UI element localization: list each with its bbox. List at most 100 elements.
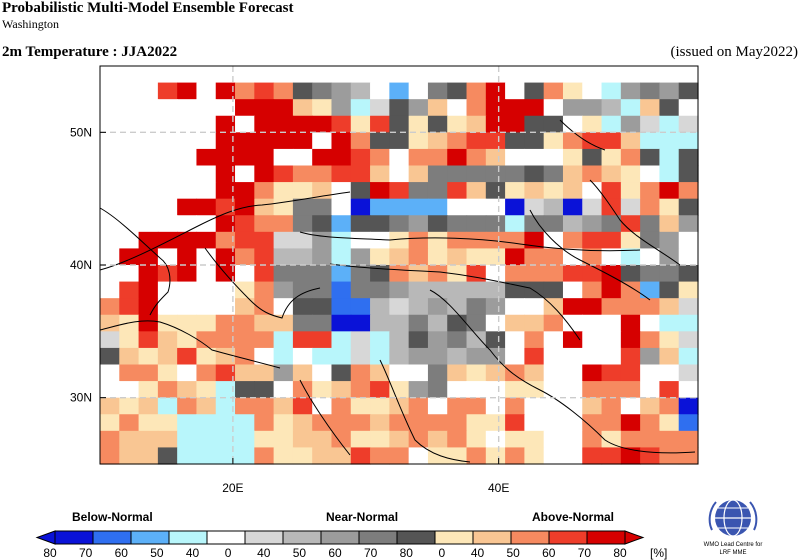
grid-cell (292, 182, 313, 200)
grid-cell (331, 182, 352, 200)
grid-cell (177, 397, 198, 415)
grid-cell (620, 215, 641, 233)
grid-cell (350, 99, 371, 117)
grid-cell (100, 231, 120, 250)
grid-cell (138, 182, 159, 200)
grid-cell (119, 298, 140, 316)
grid-cell (447, 115, 468, 133)
grid-cell (582, 331, 603, 349)
grid-cell (177, 182, 198, 200)
grid-cell (447, 447, 468, 465)
grid-cell (350, 414, 371, 432)
legend-tick-label: 40 (257, 546, 271, 560)
grid-cell (235, 414, 255, 432)
grid-cell (620, 298, 641, 316)
legend-near-normal: Near-Normal (326, 510, 399, 524)
grid-cell (640, 447, 661, 465)
grid-cell (485, 165, 506, 183)
grid-cell (100, 447, 120, 465)
grid-cell (640, 66, 661, 84)
grid-cell (235, 364, 255, 382)
grid-cell (100, 148, 120, 167)
grid-cell (678, 430, 699, 449)
grid-cell (562, 331, 583, 349)
grid-cell (562, 364, 583, 382)
grid-cell (292, 397, 313, 415)
grid-cell (119, 331, 140, 349)
grid-cell (620, 447, 641, 465)
grid-cell (466, 347, 487, 366)
grid-cell (678, 99, 699, 117)
grid-cell (427, 148, 448, 167)
grid-cell (562, 397, 583, 415)
grid-cell (350, 314, 371, 332)
grid-cell (331, 347, 352, 366)
grid-cell (119, 182, 140, 200)
grid-cell (659, 165, 680, 183)
grid-cell (447, 231, 468, 250)
grid-cell (505, 132, 525, 150)
grid-cell (427, 381, 448, 399)
grid-cell (505, 248, 525, 266)
grid-cell (678, 447, 699, 465)
grid-cell (447, 148, 468, 167)
grid-cell (119, 347, 140, 366)
grid-cell (370, 99, 390, 117)
grid-cell (235, 231, 255, 250)
grid-cell (177, 82, 198, 100)
grid-cell (466, 165, 487, 183)
grid-cell (196, 447, 217, 465)
grid-cell (466, 198, 487, 216)
grid-cell (254, 447, 275, 465)
grid-cell (562, 82, 583, 100)
legend-swatch (168, 530, 208, 545)
grid-cell (620, 430, 641, 449)
grid-cell (273, 298, 294, 316)
grid-cell (273, 381, 294, 399)
grid-cell (215, 132, 236, 150)
grid-cell (292, 314, 313, 332)
grid-cell (215, 66, 236, 84)
grid-cell (119, 281, 140, 299)
map-subtitle: Washington (2, 17, 60, 31)
grid-cell (350, 165, 371, 183)
grid-cell (254, 414, 275, 432)
legend-swatch (548, 530, 588, 545)
grid-cell (138, 347, 159, 366)
grid-cell (312, 364, 333, 382)
grid-cell (408, 331, 429, 349)
logo-line-1: WMO Lead Centre for (704, 542, 763, 548)
grid-cell (562, 99, 583, 117)
grid-cell (659, 430, 680, 449)
legend-tick-label: 80 (43, 546, 57, 560)
grid-cell (659, 397, 680, 415)
grid-cell (389, 99, 410, 117)
grid-cell (505, 381, 525, 399)
grid-cell (100, 66, 120, 84)
grid-cell (562, 414, 583, 432)
grid-cell (292, 248, 313, 266)
grid-cell (659, 281, 680, 299)
grid-cell (562, 215, 583, 233)
grid-cell (466, 381, 487, 399)
grid-cell (620, 66, 641, 84)
grid-cell (485, 281, 506, 299)
grid-cell (524, 115, 545, 133)
grid-cell (138, 281, 159, 299)
grid-cell (157, 115, 178, 133)
grid-cell (350, 381, 371, 399)
grid-cell (678, 148, 699, 167)
grid-cell (543, 215, 564, 233)
grid-cell (505, 281, 525, 299)
grid-cell (427, 347, 448, 366)
grid-cell (100, 314, 120, 332)
grid-cell (505, 182, 525, 200)
legend-tick-label: 40 (471, 546, 485, 560)
grid-cell (370, 430, 390, 449)
grid-cell (235, 132, 255, 150)
grid-cell (678, 331, 699, 349)
grid-cell (100, 347, 120, 366)
grid-cell (466, 66, 487, 84)
grid-cell (370, 397, 390, 415)
grid-cell (196, 331, 217, 349)
